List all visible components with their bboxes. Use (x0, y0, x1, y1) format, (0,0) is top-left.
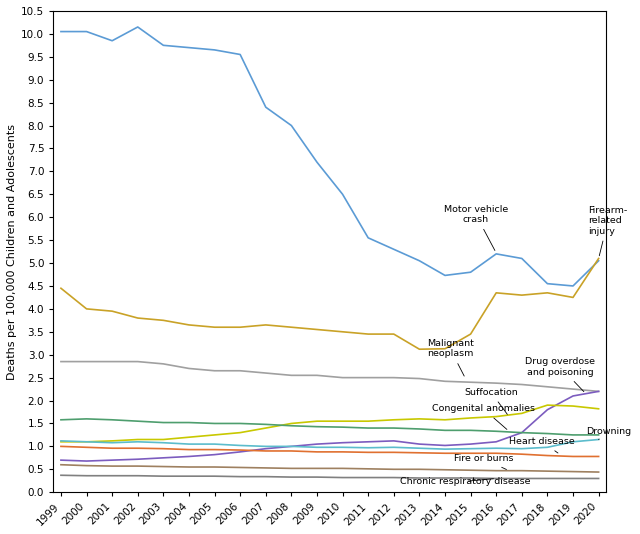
Text: Malignant
neoplasm: Malignant neoplasm (427, 339, 474, 376)
Y-axis label: Deaths per 100,000 Children and Adolescents: Deaths per 100,000 Children and Adolesce… (7, 123, 17, 380)
Text: Heart disease: Heart disease (509, 437, 575, 453)
Text: Drowning: Drowning (586, 427, 631, 439)
Text: Fire or burns: Fire or burns (454, 454, 513, 469)
Text: Drug overdose
and poisoning: Drug overdose and poisoning (525, 357, 595, 391)
Text: Suffocation: Suffocation (464, 388, 518, 414)
Text: Chronic respiratory disease: Chronic respiratory disease (400, 477, 531, 486)
Text: Congenital anomalies: Congenital anomalies (432, 404, 535, 429)
Text: Motor vehicle
crash: Motor vehicle crash (444, 205, 508, 250)
Text: Firearm-
related
injury: Firearm- related injury (588, 206, 628, 256)
